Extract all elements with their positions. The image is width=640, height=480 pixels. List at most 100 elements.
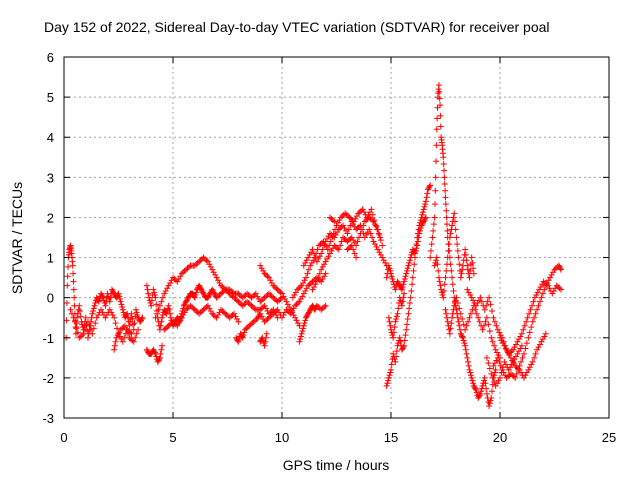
data-point [422,215,429,222]
data-point [296,338,303,345]
data-point [392,318,399,325]
data-point [322,258,329,265]
data-point [547,274,554,281]
data-point [220,309,227,316]
data-point [225,289,232,296]
data-point [318,306,325,313]
data-point [344,246,351,253]
data-point [364,229,371,236]
data-point [400,281,407,288]
data-point [181,267,188,274]
data-point [398,285,405,292]
data-point [310,283,317,290]
data-point [443,314,450,321]
data-point [154,358,161,365]
data-point [510,346,517,353]
y-tick-label: -3 [42,411,54,426]
data-point [310,277,317,284]
data-point [90,325,97,332]
data-point [453,234,460,241]
data-point [344,230,351,237]
data-point [322,302,329,309]
data-point [464,354,471,361]
data-point [457,274,464,281]
data-point [405,262,412,269]
data-point [410,267,417,274]
data-point [236,336,243,343]
data-point [153,353,160,360]
data-point [106,306,113,313]
data-point [209,310,216,317]
data-point [144,286,151,293]
data-point [113,334,120,341]
data-point [261,270,268,277]
data-point [296,298,303,305]
data-point [454,241,461,248]
data-point [432,187,439,194]
data-point [181,301,188,308]
data-point [399,283,406,290]
data-point [264,316,271,323]
data-point [377,237,384,244]
data-point [331,242,338,249]
data-point [544,282,551,289]
data-point [108,309,115,316]
data-point [258,265,265,272]
data-point [369,217,376,224]
data-point [518,330,525,337]
data-point [373,223,380,230]
data-point [166,306,173,313]
data-point [206,291,213,298]
data-point [368,206,375,213]
data-point [473,386,480,393]
data-point [403,270,410,277]
data-point [345,226,352,233]
data-point [123,326,130,333]
data-point [442,274,449,281]
data-point [398,300,405,307]
data-point [379,242,386,249]
data-point [536,341,543,348]
data-point [204,294,211,301]
data-point [184,296,191,303]
data-point [170,274,176,281]
data-point [114,325,121,332]
data-point [415,234,422,241]
data-point [443,207,450,214]
data-point [453,294,460,301]
data-point [455,254,462,261]
data-point [328,247,335,254]
data-point [334,245,341,252]
data-point [491,372,498,379]
data-point [380,257,387,264]
data-point [534,289,541,296]
data-point [395,305,402,312]
data-point [408,287,415,294]
data-point [499,340,506,347]
data-point [369,234,376,241]
data-point [183,298,190,305]
data-point [514,350,521,357]
data-point [164,324,171,331]
data-point [289,294,296,301]
data-point [483,390,490,397]
data-point [491,378,498,385]
data-point [178,314,185,321]
data-point [80,330,87,337]
data-point [331,218,338,225]
data-point [258,336,265,343]
data-point [343,211,350,218]
data-point [109,287,116,294]
data-point [303,257,310,264]
data-point [407,294,414,301]
data-point [359,206,366,213]
y-tick-label: 5 [47,90,54,105]
data-point [74,329,81,336]
data-point [184,265,191,272]
data-point [451,218,458,225]
data-point [293,317,300,324]
data-point [326,250,333,257]
data-point [473,310,480,317]
data-point [430,227,437,234]
data-point [324,246,331,253]
